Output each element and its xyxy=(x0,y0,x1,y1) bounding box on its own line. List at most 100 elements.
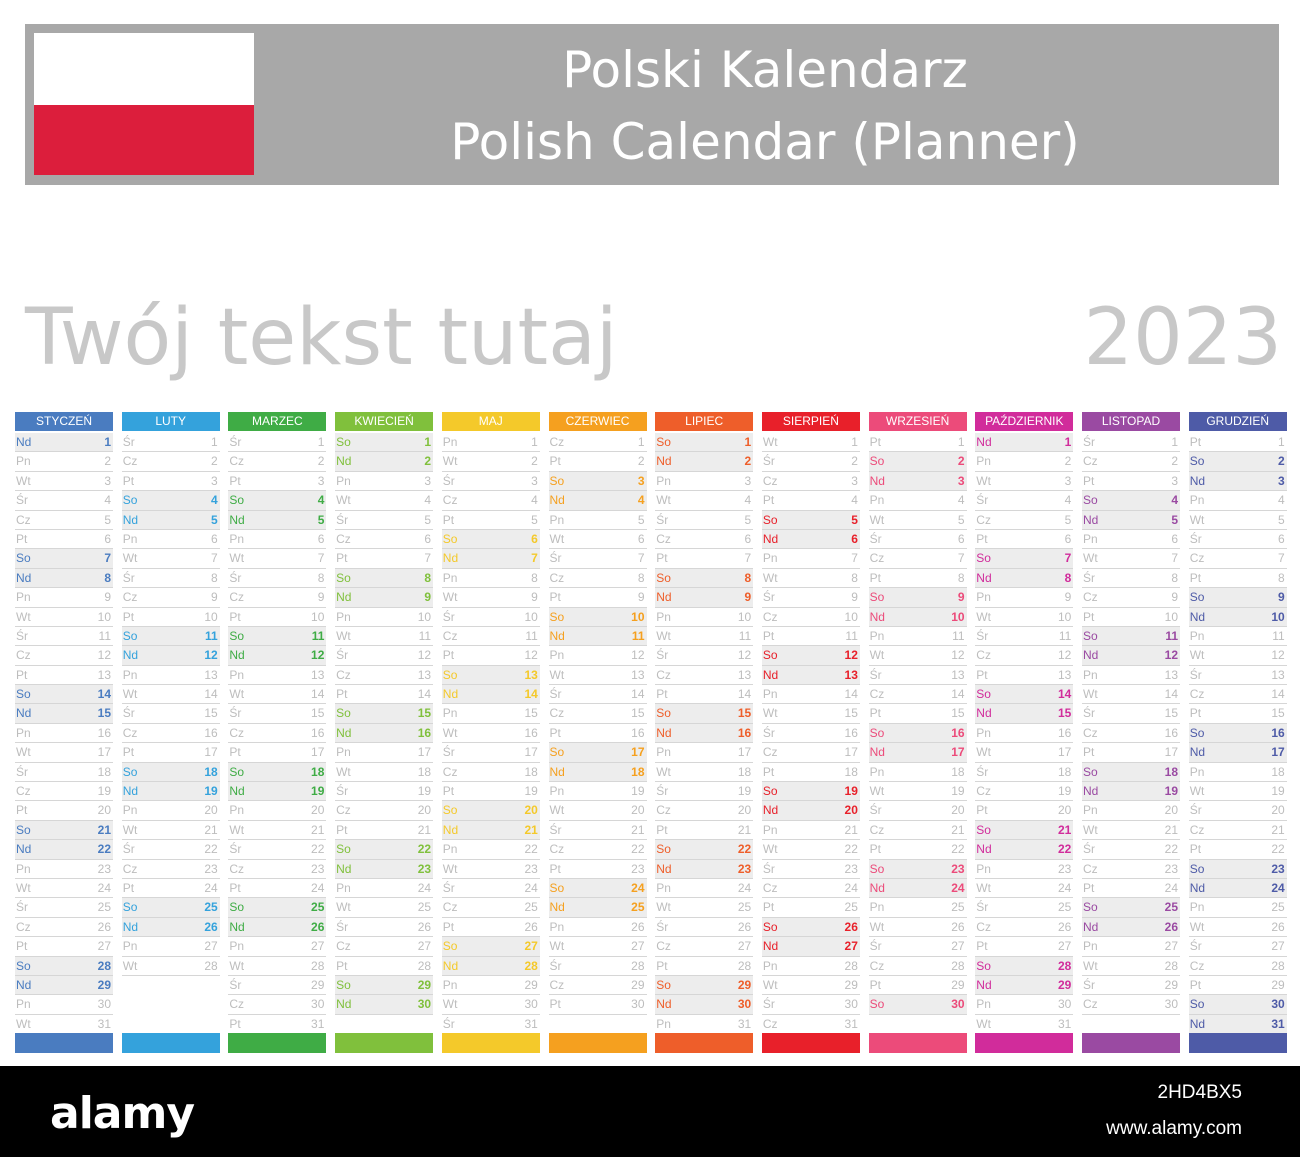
day-number: 18 xyxy=(97,764,111,779)
day-abbrev: Pt xyxy=(656,958,668,973)
day-number: 31 xyxy=(1057,1016,1072,1031)
day-abbrev: Wt xyxy=(336,764,351,779)
day-number: 28 xyxy=(524,958,538,973)
day-row: Cz 21 xyxy=(1188,821,1287,841)
day-number: 5 xyxy=(851,512,858,527)
day-row: Śr 15 xyxy=(228,704,327,724)
day-number: 5 xyxy=(1278,512,1285,527)
day-abbrev: So xyxy=(336,435,351,449)
month-header: CZERWIEC xyxy=(548,412,647,431)
day-number: 12 xyxy=(524,648,538,663)
day-abbrev: Wt xyxy=(442,861,458,876)
day-abbrev: Śr xyxy=(762,454,775,469)
day-row: Nd 26 xyxy=(1082,917,1180,938)
day-row: Wt 21 xyxy=(1082,821,1180,841)
month-column: LISTOPAD Śr 1 Cz 2 Pt 3 So 4 Nd 5 Pn 6 Wt 7 Śr 8 Cz 9 Pt 10 S… xyxy=(1082,412,1180,1053)
day-number: 23 xyxy=(1164,861,1178,876)
day-abbrev: Śr xyxy=(762,725,775,740)
day-row: Pt 30 xyxy=(548,995,647,1015)
day-number: 14 xyxy=(1164,687,1178,702)
day-number: 27 xyxy=(524,939,538,954)
day-row: Nd 14 xyxy=(441,685,540,705)
day-row: Wt 10 xyxy=(975,608,1074,627)
day-abbrev: Nd xyxy=(16,570,32,585)
day-number: 19 xyxy=(844,784,858,799)
day-number: 15 xyxy=(844,706,858,721)
day-row: Śr 25 xyxy=(975,898,1074,918)
day-number: 2 xyxy=(637,454,645,469)
day-number: 17 xyxy=(204,745,218,760)
day-number: 8 xyxy=(1064,570,1072,585)
day-number: 5 xyxy=(1171,512,1178,527)
day-abbrev: So xyxy=(16,551,31,566)
day-abbrev: Wt xyxy=(442,590,458,605)
day-abbrev: Wt xyxy=(762,435,778,449)
day-row: Śr 8 xyxy=(1082,569,1180,589)
day-abbrev: So xyxy=(229,628,245,643)
day-number: 3 xyxy=(531,473,538,488)
day-abbrev: Pn xyxy=(976,725,991,740)
day-abbrev: Cz xyxy=(442,764,458,779)
day-number: 19 xyxy=(631,784,645,799)
day-abbrev: Nd xyxy=(869,609,885,624)
day-row: Cz 20 xyxy=(335,801,434,821)
day-number: 3 xyxy=(1171,473,1178,488)
day-abbrev: Pt xyxy=(229,1016,241,1031)
day-row: Pn 4 xyxy=(868,491,967,511)
day-abbrev: Śr xyxy=(122,570,135,585)
day-number: 8 xyxy=(317,570,325,585)
day-row: Śr 1 xyxy=(228,433,327,453)
day-abbrev: Cz xyxy=(16,784,31,799)
day-abbrev: Śr xyxy=(1189,667,1202,682)
day-abbrev: Pn xyxy=(656,609,671,624)
day-number: 19 xyxy=(737,784,752,799)
day-abbrev: So xyxy=(16,958,31,973)
day-abbrev: Nd xyxy=(336,861,352,876)
day-row: Pt 11 xyxy=(761,627,860,647)
day-row: Wt 20 xyxy=(548,801,647,821)
day-number: 27 xyxy=(1164,939,1178,954)
day-row: So 1 xyxy=(335,433,434,453)
day-row: Śr 26 xyxy=(655,918,754,938)
day-row: Cz 13 xyxy=(655,666,754,686)
day-number: 27 xyxy=(97,939,111,954)
day-number: 9 xyxy=(637,590,645,605)
day-row: Pt 3 xyxy=(228,472,327,492)
day-row: Pt 22 xyxy=(1188,840,1287,860)
day-abbrev: Pt xyxy=(442,784,455,799)
day-number: 24 xyxy=(1057,880,1072,895)
day-row: Nd 5 xyxy=(121,510,220,530)
day-number: 5 xyxy=(211,512,218,527)
day-abbrev: Pt xyxy=(656,551,668,566)
day-row: Wt 15 xyxy=(761,704,860,724)
day-number: 19 xyxy=(311,784,325,799)
day-abbrev: Śr xyxy=(549,822,562,837)
day-number: 10 xyxy=(97,609,111,624)
day-abbrev: Cz xyxy=(976,648,991,663)
day-abbrev: Pn xyxy=(549,648,565,663)
day-number: 28 xyxy=(204,958,218,973)
day-row: Śr 3 xyxy=(441,472,540,492)
day-number: 11 xyxy=(952,628,965,643)
day-abbrev: Wt xyxy=(762,977,778,992)
day-number: 14 xyxy=(1271,687,1285,702)
day-number: 22 xyxy=(97,842,111,857)
day-abbrev: Śr xyxy=(442,745,455,760)
day-row: Pn 4 xyxy=(1188,491,1287,511)
day-number: 2 xyxy=(531,454,538,469)
day-number: 15 xyxy=(417,706,432,721)
day-abbrev: Pn xyxy=(336,745,351,760)
day-number: 12 xyxy=(1164,648,1178,663)
day-row: So 11 xyxy=(1082,626,1180,647)
day-abbrev: So xyxy=(762,919,778,934)
day-number: 29 xyxy=(951,977,965,992)
title-banner: Polski Kalendarz Polish Calendar (Planne… xyxy=(25,24,1279,185)
day-number: 12 xyxy=(204,648,218,663)
day-row: Wt 25 xyxy=(655,898,754,918)
day-row: Śr 12 xyxy=(335,646,434,666)
day-row: Pn 25 xyxy=(1188,898,1287,918)
day-abbrev: Pn xyxy=(16,454,31,469)
day-row: Cz 9 xyxy=(1082,588,1180,608)
day-number: 8 xyxy=(424,570,432,585)
month-color-bar xyxy=(15,1033,113,1053)
